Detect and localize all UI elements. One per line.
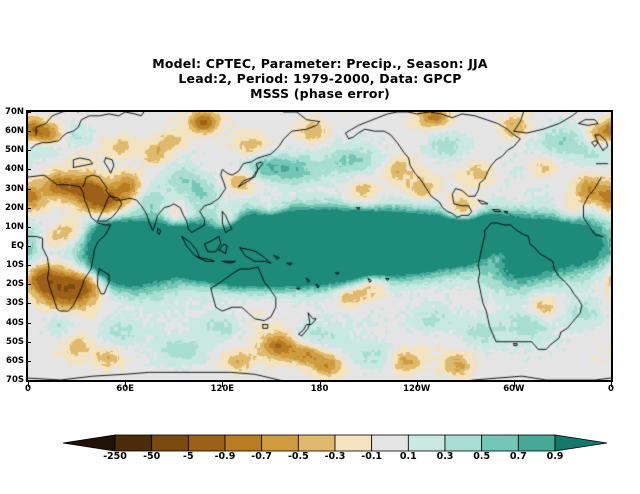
colorbar-segment bbox=[481, 434, 519, 452]
y-axis-tick-mark bbox=[26, 169, 31, 171]
x-axis-tick-mark bbox=[222, 382, 224, 387]
colorbar-swatches bbox=[62, 434, 608, 452]
title-line-1: Model: CPTEC, Parameter: Precip., Season… bbox=[152, 56, 488, 71]
x-axis-tick-label: 180 bbox=[310, 384, 329, 394]
map-plot-area bbox=[26, 110, 613, 382]
title-line-2: Lead:2, Period: 1979-2000, Data: GPCP bbox=[178, 71, 462, 86]
colorbar-segment bbox=[114, 434, 153, 452]
y-axis-tick-label: 40N bbox=[5, 164, 24, 175]
y-axis-tick-mark bbox=[26, 226, 31, 228]
colorbar-tick-label: -5 bbox=[183, 451, 194, 462]
y-axis-tick-label: 50N bbox=[5, 145, 24, 156]
colorbar bbox=[0, 430, 640, 480]
y-axis-tick-mark bbox=[26, 265, 31, 267]
y-axis-tick-mark bbox=[26, 322, 31, 324]
y-axis-tick-mark bbox=[26, 112, 31, 113]
colorbar-segment bbox=[371, 434, 409, 452]
colorbar-tick-label: 0.5 bbox=[473, 451, 491, 462]
x-axis-tick-mark bbox=[319, 382, 321, 387]
y-axis-tick-label: 10N bbox=[5, 221, 24, 232]
colorbar-segment bbox=[517, 434, 556, 452]
y-axis-tick-label: EQ bbox=[10, 241, 24, 251]
x-axis-tick-label: 120W bbox=[403, 384, 431, 394]
y-axis-tick-label: 50S bbox=[6, 336, 24, 347]
colorbar-tick-label: -50 bbox=[143, 451, 161, 462]
y-axis-tick-mark bbox=[26, 207, 31, 209]
colorbar-under-arrow bbox=[62, 434, 116, 452]
y-axis-tick-mark bbox=[26, 284, 31, 286]
y-axis-tick-mark bbox=[26, 380, 31, 381]
y-axis-tick-mark bbox=[26, 188, 31, 190]
colorbar-tick-label: -250 bbox=[103, 451, 127, 462]
y-axis-tick-mark bbox=[26, 131, 31, 133]
y-axis-tick-mark bbox=[26, 246, 31, 247]
colorbar-tick-label: 0.3 bbox=[436, 451, 454, 462]
x-axis-tick-label: 60W bbox=[503, 384, 525, 394]
colorbar-over-arrow bbox=[554, 434, 608, 452]
colorbar-segment bbox=[187, 434, 226, 452]
colorbar-segment bbox=[151, 434, 189, 452]
x-axis-tick-label: 0 bbox=[608, 384, 614, 394]
colorbar-segment bbox=[261, 434, 299, 452]
colorbar-segment bbox=[297, 434, 336, 452]
x-axis-tick-mark bbox=[28, 382, 29, 387]
x-axis-tick-mark bbox=[513, 382, 515, 387]
colorbar-tick-label: 0.1 bbox=[399, 451, 417, 462]
y-axis-tick-label: 60N bbox=[5, 126, 24, 137]
colorbar-tick-label: -0.7 bbox=[251, 451, 273, 462]
y-axis-tick-mark bbox=[26, 360, 31, 362]
colorbar-segment bbox=[224, 434, 263, 452]
y-axis-tick-mark bbox=[26, 150, 31, 152]
y-axis-tick-label: 70S bbox=[6, 375, 24, 385]
colorbar-tick-label: -0.3 bbox=[324, 451, 346, 462]
x-axis-tick-label: 60E bbox=[116, 384, 134, 394]
title-line-3: MSSS (phase error) bbox=[250, 86, 390, 101]
y-axis-tick-label: 40S bbox=[6, 317, 24, 328]
colorbar-segment bbox=[407, 434, 446, 452]
y-axis-tick-label: 20N bbox=[5, 202, 24, 213]
y-axis-tick-label: 70N bbox=[5, 107, 24, 117]
x-axis-tick-mark bbox=[611, 382, 612, 387]
colorbar-segment bbox=[444, 434, 483, 452]
colorbar-tick-label: 0.9 bbox=[546, 451, 564, 462]
colorbar-tick-label: 0.7 bbox=[509, 451, 527, 462]
chart-title: Model: CPTEC, Parameter: Precip., Season… bbox=[0, 56, 640, 101]
x-axis-tick-label: 120E bbox=[210, 384, 235, 394]
x-axis-tick-mark bbox=[416, 382, 418, 387]
y-axis-tick-label: 30N bbox=[5, 183, 24, 194]
y-axis-tick-label: 30S bbox=[6, 298, 24, 309]
map-heatmap-canvas bbox=[28, 112, 611, 380]
y-axis-tick-mark bbox=[26, 341, 31, 343]
colorbar-tick-label: -0.5 bbox=[287, 451, 309, 462]
y-axis-tick-mark bbox=[26, 303, 31, 305]
y-axis-tick-label: 20S bbox=[6, 279, 24, 290]
x-axis-tick-mark bbox=[125, 382, 127, 387]
colorbar-segment bbox=[334, 434, 373, 452]
y-axis-tick-label: 10S bbox=[6, 260, 24, 271]
y-axis-tick-label: 60S bbox=[6, 355, 24, 366]
colorbar-tick-label: -0.1 bbox=[361, 451, 383, 462]
colorbar-tick-label: -0.9 bbox=[214, 451, 236, 462]
x-axis-tick-label: 0 bbox=[25, 384, 31, 394]
